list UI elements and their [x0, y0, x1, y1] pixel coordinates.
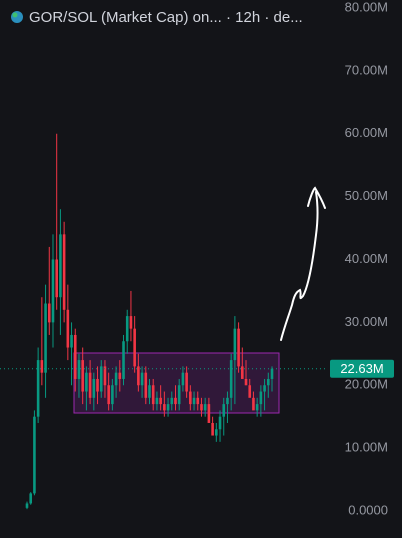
candle-body	[59, 234, 62, 298]
drawn-arrow	[280, 186, 326, 341]
candle-body	[103, 366, 107, 386]
candle-body	[263, 385, 266, 392]
y-tick-label: 70.00M	[345, 62, 388, 77]
candle-body	[200, 404, 203, 411]
candle-body	[85, 372, 88, 392]
candle-body	[207, 404, 211, 423]
candle-body	[118, 372, 122, 379]
candle-body	[170, 397, 174, 405]
candle-body	[66, 309, 70, 348]
candle-body	[44, 303, 47, 373]
candle-body	[88, 372, 92, 398]
candle-body	[25, 503, 29, 508]
candle-body	[211, 422, 214, 436]
candle-body	[140, 372, 144, 386]
candle-body	[166, 404, 170, 411]
candle-body	[196, 397, 200, 405]
candle-body	[163, 404, 166, 411]
candle-body	[226, 397, 229, 405]
candle-body	[270, 368, 274, 379]
candle-body	[129, 316, 133, 329]
candle-body	[159, 397, 162, 405]
candle-body	[192, 397, 196, 405]
candle-body	[36, 360, 40, 417]
candle-body	[40, 360, 44, 373]
candle-body	[107, 385, 110, 405]
y-tick-label: 10.00M	[345, 440, 388, 455]
candle-body	[81, 360, 84, 392]
candle-body	[248, 385, 252, 398]
candle-body	[181, 372, 185, 386]
candle-body	[177, 385, 181, 405]
candle-body	[51, 259, 55, 323]
candle-body	[189, 391, 192, 405]
candle-body	[111, 385, 114, 405]
symbol-icon	[11, 11, 23, 23]
candle-body	[215, 429, 218, 436]
candle-body	[203, 404, 207, 411]
candle-body	[151, 385, 155, 405]
candle-body	[185, 372, 188, 392]
candle-body	[99, 366, 103, 392]
candle-body	[241, 366, 244, 379]
y-tick-label: 30.00M	[345, 314, 388, 329]
candle-body	[62, 234, 66, 310]
candle-body	[137, 366, 140, 386]
candle-body	[252, 397, 255, 411]
candle-body	[114, 372, 118, 386]
y-tick-label: 60.00M	[345, 125, 388, 140]
candle-body	[233, 328, 237, 361]
candle-body	[259, 391, 263, 405]
candle-body	[73, 334, 77, 379]
candle-body	[133, 328, 136, 367]
candle-body	[33, 416, 36, 494]
candle-body	[255, 404, 259, 411]
candle-body	[144, 372, 148, 398]
y-tick-label: 0.0000	[348, 502, 388, 517]
candle-body	[174, 397, 177, 405]
last-price-badge	[330, 359, 394, 378]
candle-body	[222, 404, 226, 417]
candle-body	[47, 303, 51, 323]
candle-body	[96, 378, 99, 392]
y-tick-label: 40.00M	[345, 251, 388, 266]
candle-body	[55, 259, 58, 298]
candle-body	[125, 316, 129, 342]
candle-body	[122, 341, 125, 379]
candle-body	[229, 360, 233, 398]
y-tick-label: 80.00M	[345, 0, 388, 14]
candle-body	[218, 416, 222, 430]
candle-body	[266, 378, 270, 386]
chart-title: GOR/SOL (Market Cap) on... · 12h · de...	[29, 9, 303, 26]
symbol-icon-detail	[12, 12, 18, 18]
last-price-label: 22.63M	[340, 361, 383, 376]
candle-body	[155, 397, 159, 405]
candle-body	[244, 378, 248, 386]
candle-body	[237, 328, 240, 367]
y-tick-label: 20.00M	[345, 377, 388, 392]
candle-body	[29, 493, 33, 504]
candle-body	[70, 334, 73, 348]
candle-body	[77, 360, 81, 379]
candle-body	[92, 378, 96, 398]
y-tick-label: 50.00M	[345, 188, 388, 203]
candle-body	[148, 385, 151, 398]
